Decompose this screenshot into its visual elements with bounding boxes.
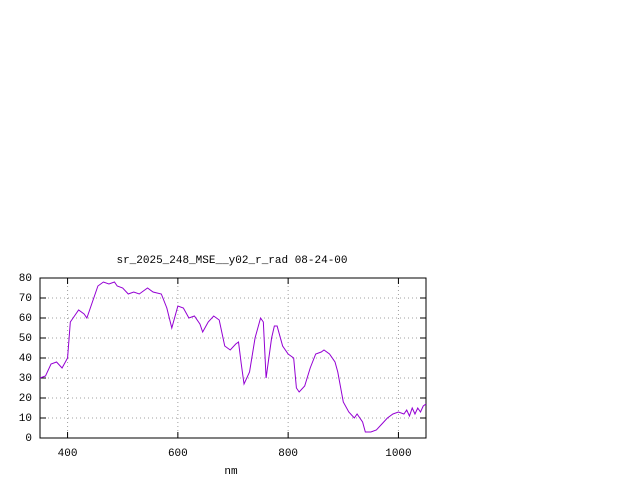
y-tick-label: 40: [19, 353, 32, 365]
data-line: [39, 281, 427, 433]
x-tick-label: 1000: [385, 448, 411, 460]
y-tick-label: 70: [19, 293, 32, 305]
plot-frame: [39, 277, 427, 439]
x-tick-label: 600: [168, 448, 188, 460]
x-tick-label: 800: [278, 448, 298, 460]
y-tick-label: 10: [19, 413, 32, 425]
y-tick-label: 30: [19, 373, 32, 385]
y-tick-label: 60: [19, 313, 32, 325]
x-tick-label: 400: [58, 448, 78, 460]
x-axis-label: nm: [224, 466, 238, 478]
y-tick-label: 50: [19, 333, 32, 345]
y-tick-label: 20: [19, 393, 32, 405]
y-tick-label: 80: [19, 273, 32, 285]
y-tick-label: 0: [25, 433, 32, 445]
chart-title: sr_2025_248_MSE__y02_r_rad 08-24-00: [116, 255, 347, 267]
